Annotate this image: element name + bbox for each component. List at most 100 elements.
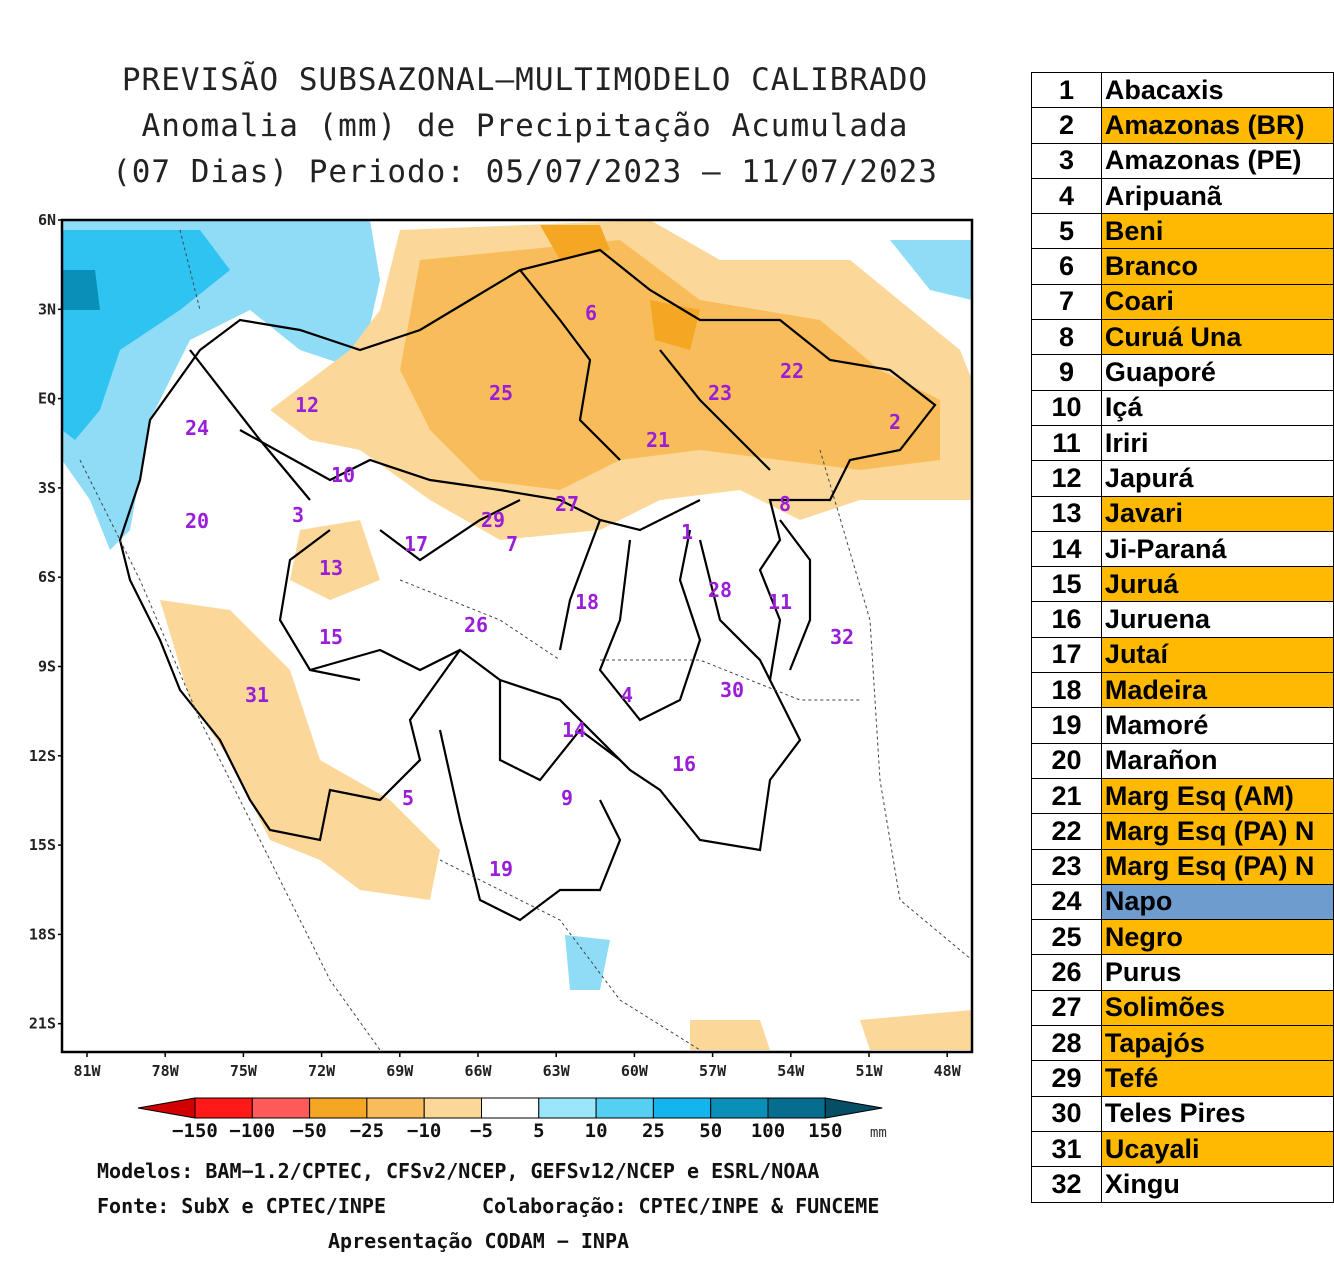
basin-number-label: 31 — [245, 683, 269, 707]
legend-row: 14 Ji-Paraná — [1031, 530, 1334, 568]
legend-row-basin-name: Juruá — [1100, 566, 1334, 603]
legend-row: 6 Branco — [1031, 248, 1334, 285]
colorbar-swatch — [309, 1097, 368, 1119]
legend-row-number: 22 — [1031, 813, 1102, 850]
legend-row-basin-name: Purus — [1100, 954, 1334, 991]
basin-number-label: 19 — [489, 857, 513, 881]
legend-row-basin-name: Mamoré — [1100, 707, 1334, 744]
lat-label: 21S — [29, 1015, 56, 1033]
legend-row-number: 7 — [1031, 283, 1102, 321]
legend-row-number: 24 — [1031, 883, 1102, 921]
legend-row-basin-name: Marañon — [1100, 742, 1334, 779]
legend-row: 12 Japurá — [1031, 460, 1334, 497]
colorbar-swatch — [652, 1097, 712, 1119]
legend-row-basin-name: Solimões — [1100, 989, 1334, 1027]
legend-row: 30 Teles Pires — [1031, 1095, 1334, 1132]
lon-label: 60W — [621, 1062, 649, 1080]
basin-number-label: 9 — [561, 786, 573, 810]
footer-models: Modelos: BAM−1.2/CPTEC, CFSv2/NCEP, GEFS… — [97, 1159, 820, 1183]
basin-number-label: 4 — [621, 683, 633, 707]
colorbar: −150 −100 −50 −25 −10 −5 5 10 25 50 100 150 mm — [137, 1097, 887, 1142]
basin-number-label: 11 — [768, 590, 792, 614]
legend-row-basin-name: Içá — [1100, 389, 1334, 426]
legend-row-number: 28 — [1031, 1025, 1102, 1062]
colorbar-label: 50 — [699, 1120, 722, 1142]
legend-row-number: 8 — [1031, 319, 1102, 356]
legend-row: 4 Aripuanã — [1031, 177, 1334, 215]
dry-anomaly-w — [290, 520, 380, 600]
legend-row-number: 2 — [1031, 107, 1102, 144]
colorbar-label: −50 — [292, 1120, 326, 1142]
legend-row-number: 23 — [1031, 848, 1102, 885]
legend-row-number: 20 — [1031, 742, 1102, 779]
legend-row: 15 Juruá — [1031, 566, 1334, 603]
legend-row-basin-name: Branco — [1100, 248, 1334, 285]
legend-row-basin-name: Curuá Una — [1100, 319, 1334, 356]
legend-row-number: 3 — [1031, 142, 1102, 179]
legend-row-number: 16 — [1031, 601, 1102, 638]
legend-row-number: 30 — [1031, 1095, 1102, 1132]
legend-row-basin-name: Madeira — [1100, 672, 1334, 709]
lon-label: 51W — [855, 1062, 883, 1080]
colorbar-swatch — [194, 1097, 253, 1119]
legend-row-number: 27 — [1031, 989, 1102, 1027]
legend-row-basin-name: Guaporé — [1100, 354, 1334, 391]
legend-row-number: 25 — [1031, 919, 1102, 956]
legend-row: 16 Juruena — [1031, 601, 1334, 638]
legend-row-basin-name: Coari — [1100, 283, 1334, 321]
lon-label: 72W — [308, 1062, 336, 1080]
legend-row-basin-name: Aripuanã — [1100, 177, 1334, 215]
basin-number-label: 15 — [319, 625, 343, 649]
legend-row: 21 Marg Esq (AM) — [1031, 777, 1334, 815]
colorbar-label: 25 — [642, 1120, 665, 1142]
colorbar-label: 100 — [751, 1120, 785, 1142]
lat-label: 12S — [29, 747, 56, 765]
basin-number-label: 16 — [672, 752, 696, 776]
lon-label: 48W — [934, 1062, 962, 1080]
basin-number-label: 18 — [575, 590, 599, 614]
legend-row-number: 17 — [1031, 636, 1102, 674]
country-borders — [79, 229, 973, 1051]
legend-row-number: 14 — [1031, 530, 1102, 568]
legend-row-number: 13 — [1031, 495, 1102, 532]
legend-row-basin-name: Javari — [1100, 495, 1334, 532]
dry-anomaly-core — [400, 240, 940, 490]
lon-label: 75W — [230, 1062, 258, 1080]
anomaly-shading — [62, 220, 972, 1050]
lat-label: EQ — [38, 390, 56, 408]
legend-row-number: 12 — [1031, 460, 1102, 497]
legend-row: 7 Coari — [1031, 283, 1334, 321]
legend-row-number: 10 — [1031, 389, 1102, 426]
legend-row-number: 11 — [1031, 424, 1102, 462]
basin-legend-table: 1 Abacaxis 2 Amazonas (BR) 3 Amazonas (PE) 4 Ar… — [1031, 71, 1334, 1203]
legend-row: 13 Javari — [1031, 495, 1334, 532]
colorbar-swatch — [710, 1097, 769, 1119]
legend-row-basin-name: Japurá — [1100, 460, 1334, 497]
colorbar-label: 10 — [585, 1120, 608, 1142]
basin-number-label: 22 — [780, 359, 804, 383]
legend-row-basin-name: Marg Esq (AM) — [1100, 777, 1334, 815]
wet-anomaly-core — [62, 230, 230, 440]
lon-label: 57W — [699, 1062, 727, 1080]
basin-number-label: 24 — [185, 416, 209, 440]
basin-number-label: 25 — [489, 381, 513, 405]
legend-row-number: 15 — [1031, 566, 1102, 603]
legend-row-basin-name: Beni — [1100, 213, 1334, 250]
colorbar-swatch — [251, 1097, 311, 1119]
legend-row: 23 Marg Esq (PA) N — [1031, 848, 1334, 885]
legend-row-basin-name: Ji-Paraná — [1100, 530, 1334, 568]
legend-row-basin-name: Iriri — [1100, 424, 1334, 462]
legend-row-basin-name: Xingu — [1100, 1166, 1334, 1203]
legend-row-number: 29 — [1031, 1060, 1102, 1097]
basin-number-label: 12 — [295, 393, 319, 417]
legend-row: 11 Iriri — [1031, 424, 1334, 462]
legend-row: 32 Xingu — [1031, 1166, 1334, 1203]
precipitation-anomaly-map: 6N 3N EQ 3S 6S 9S 12S 15S 18S 21S 81W 78W 75W 72W 69W… — [29, 211, 974, 1080]
map-title-line-1: PREVISÃO SUBSAZONAL—MULTIMODELO CALIBRAD… — [121, 62, 929, 98]
legend-row-number: 9 — [1031, 354, 1102, 391]
legend-row: 29 Tefé — [1031, 1060, 1334, 1097]
basin-number-label: 14 — [562, 718, 586, 742]
legend-row: 8 Curuá Una — [1031, 319, 1334, 356]
lat-label: 6N — [38, 211, 56, 229]
basin-number-label: 3 — [292, 503, 304, 527]
